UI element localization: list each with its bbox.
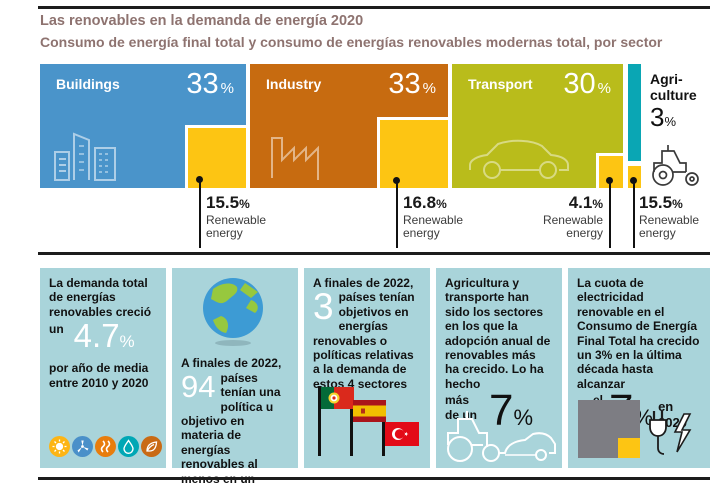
renewable-label-transport: 4.1% Renewable energy: [542, 193, 603, 241]
tractor-icon: [652, 145, 699, 186]
fact1-text-after: por año de media entre 2010 y 2020: [49, 361, 149, 390]
fact1-text: La demanda total de energías renovables …: [49, 276, 152, 319]
renewable-subbar-buildings: [185, 125, 246, 188]
factory-icon: [271, 137, 319, 180]
turkey-flag: [385, 422, 419, 446]
renewable-electricity-corner: [618, 438, 640, 458]
flag-pole: [318, 386, 321, 456]
fact-box-renewable-demand-growth: La demanda total de energías renovables …: [40, 268, 166, 468]
bioenergy-icon: [141, 436, 162, 457]
leader-line-buildings: [199, 181, 201, 248]
fact1-lead: un: [49, 322, 64, 337]
fact1-big-number: 4.7%: [73, 317, 135, 355]
bar-value-industry: 33%: [388, 68, 436, 100]
fact2-intro: A finales de 2022,: [181, 356, 282, 371]
leader-dot-buildings: [196, 176, 203, 183]
plug-icon: [649, 411, 692, 455]
flag-pole: [382, 421, 385, 456]
renewable-type-icons: [49, 436, 162, 457]
bar-value-agriculture: 3%: [650, 102, 677, 132]
fact3-intro: A finales de 2022,: [313, 276, 414, 290]
electricity-share-square: [578, 400, 640, 458]
bar-agriculture: [628, 64, 641, 161]
fact4-text: Agricultura y transporte han sido los se…: [445, 276, 551, 391]
bar-label-transport: Transport: [468, 76, 533, 92]
bar-label-buildings: Buildings: [56, 76, 120, 92]
fact5-text: La cuota de electricidad renovable en el…: [577, 276, 700, 391]
bar-transport: Transport 30%: [452, 64, 623, 188]
bar-value-transport: 30%: [563, 68, 611, 100]
mid-rule: [38, 252, 710, 255]
car-icon: [469, 139, 569, 179]
page-subtitle: Consumo de energía final total y consumo…: [40, 34, 663, 50]
leader-line-industry: [396, 181, 398, 248]
geothermal-icon: [95, 436, 116, 457]
fact3-big-number: 3: [313, 286, 334, 328]
fact2-big-number: 94: [181, 368, 216, 404]
renewable-label-buildings: 15.5% Renewable energy: [206, 193, 267, 241]
leader-dot-transport: [606, 177, 613, 184]
leader-line-transport: [609, 181, 611, 248]
renewable-subbar-transport: [596, 153, 623, 188]
spain-flag: [353, 400, 386, 422]
bar-value-buildings: 33%: [186, 68, 234, 100]
leader-line-agriculture: [633, 181, 635, 248]
solar-icon: [49, 436, 70, 457]
page-title: Las renovables en la demanda de energía …: [40, 13, 364, 29]
bar-label-industry: Industry: [266, 76, 322, 92]
top-rule: [38, 6, 710, 9]
fact4-big-number: 7%: [489, 386, 534, 436]
country-flags: [314, 382, 422, 460]
leader-dot-agriculture: [630, 177, 637, 184]
fact-box-country-policies: A finales de 2022, 94 países tenían una p…: [172, 268, 298, 487]
buildings-icon: [54, 132, 116, 181]
portugal-flag: [321, 387, 354, 409]
fact3-text: 3 países tenían objetivos en energías ren…: [313, 286, 415, 391]
leader-dot-industry: [393, 177, 400, 184]
bar-label-agriculture: Agri-culture: [650, 71, 697, 103]
fact-box-electricity-share: La cuota de electricidad renovable en el…: [568, 268, 710, 468]
wind-icon: [72, 436, 93, 457]
globe-icon: [203, 278, 263, 346]
hydro-icon: [118, 436, 139, 457]
fact-box-three-countries: A finales de 2022, 3 países tenían objeti…: [304, 268, 430, 468]
tractor-car-icon: [447, 411, 556, 462]
fact-box-fastest-growth: Agricultura y transporte han sido los se…: [436, 268, 562, 468]
renewable-subbar-industry: [377, 117, 448, 188]
renewable-label-industry: 16.8% Renewable energy: [403, 193, 464, 241]
fact2-text: 94 países tenían una política u objetivo …: [181, 368, 281, 487]
renewable-label-agriculture: 15.5% Renewable energy: [639, 193, 700, 241]
flag-pole: [350, 399, 353, 456]
bottom-rule: [38, 477, 710, 480]
